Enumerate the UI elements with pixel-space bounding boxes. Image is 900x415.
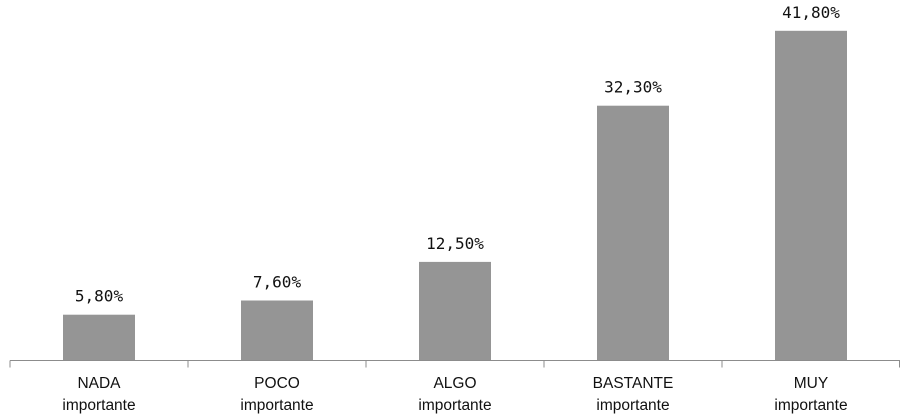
data-label-2: 12,50%: [426, 234, 484, 253]
bars-group: [63, 30, 847, 361]
x-axis: [9, 360, 900, 368]
bar-3: [597, 105, 669, 361]
x-tick-label-line: POCO: [254, 375, 300, 392]
x-tick-label-line: BASTANTE: [593, 375, 674, 392]
x-tick-labels-group: NADA importante POCO importante ALGO importan…: [62, 375, 847, 414]
x-tick-label-line: importante: [62, 397, 135, 414]
data-labels-group: 5,80% 7,60% 12,50% 32,30% 41,80%: [75, 3, 840, 306]
bar-0: [63, 314, 135, 361]
bar-4: [775, 30, 847, 361]
data-label-0: 5,80%: [75, 287, 124, 306]
x-tick-label-line: importante: [774, 397, 847, 414]
bar-1: [241, 300, 313, 361]
x-tick-label-4: MUY importante: [774, 375, 847, 414]
data-label-3: 32,30%: [604, 78, 662, 97]
x-tick-label-line: ALGO: [433, 375, 476, 392]
x-tick-label-line: importante: [240, 397, 313, 414]
x-tick-label-3: BASTANTE importante: [593, 375, 674, 414]
x-tick-label-line: NADA: [77, 375, 121, 392]
bar-2: [419, 261, 491, 361]
x-tick-label-line: importante: [596, 397, 669, 414]
x-tick-label-line: importante: [418, 397, 491, 414]
data-label-4: 41,80%: [782, 3, 840, 22]
x-tick-label-0: NADA importante: [62, 375, 135, 414]
x-tick-label-2: ALGO importante: [418, 375, 491, 414]
x-tick-label-line: MUY: [794, 375, 828, 392]
data-label-1: 7,60%: [253, 273, 302, 292]
x-tick-label-1: POCO importante: [240, 375, 313, 414]
